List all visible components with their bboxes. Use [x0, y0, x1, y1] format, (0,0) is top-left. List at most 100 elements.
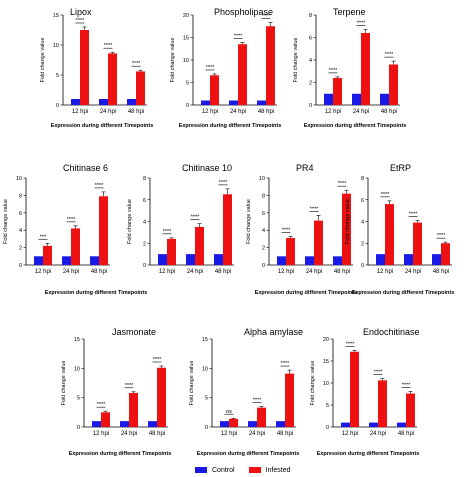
chart-panel-7: Jasmonate Fold change value 0 5 10 15 **** 12 h…: [61, 327, 171, 457]
chart-title: PR4: [296, 163, 314, 173]
y-tick-label: 2: [19, 246, 22, 252]
y-tick-label: 2: [262, 246, 265, 252]
chart-panel-3: Chitinase 6 Fold change value 0 2 4 6 8 10 *** 12…: [3, 163, 147, 296]
x-tick-label: 12 hpi: [202, 109, 218, 115]
bar-control: [220, 421, 229, 427]
y-tick-label: 0: [326, 425, 329, 431]
bar-control: [305, 256, 314, 265]
significance-label: ****: [282, 227, 291, 233]
y-tick-label: 0: [143, 263, 146, 269]
bar-control: [71, 99, 80, 105]
bar-infested: [238, 44, 247, 105]
y-tick-label: 4: [19, 228, 22, 234]
bar-infested: [389, 64, 398, 105]
bar-control: [229, 100, 238, 105]
chart-panel-2: Terpene Fold change value 0 2 4 6 8 **** 12 hpi *…: [293, 7, 406, 129]
chart-panel-8: Alpha amylase Fold change value 0 5 10 15 ns 12…: [189, 327, 303, 457]
bar-infested: [80, 30, 89, 105]
bar-control: [34, 256, 43, 265]
bar-control: [324, 93, 333, 105]
bar-infested: [286, 238, 295, 265]
x-tick-label: 48 hpi: [258, 109, 274, 115]
chart-panel-9: Endochitinase Fold change value 0 5 10 15 20 **…: [310, 327, 420, 457]
bar-control: [397, 422, 406, 427]
significance-label: ****: [76, 18, 85, 24]
y-tick-label: 2: [309, 81, 312, 87]
y-axis-label: Fold change value: [189, 361, 195, 406]
x-tick-label: 48 hpi: [334, 269, 350, 275]
bar-infested: [314, 220, 323, 265]
bar-infested: [285, 373, 294, 427]
x-axis-label: Expression during different Timepoints: [69, 451, 172, 457]
y-tick-label: 15: [74, 337, 80, 343]
y-axis-label: Fold change value: [170, 38, 176, 83]
significance-label: ****: [281, 361, 290, 367]
x-tick-label: 12 hpi: [72, 109, 88, 115]
significance-label: ns: [226, 409, 232, 415]
bar-control: [376, 254, 385, 265]
significance-label: ****: [374, 370, 383, 376]
legend-swatch-control: [195, 467, 207, 473]
bar-infested: [43, 245, 52, 265]
y-tick-label: 4: [143, 220, 146, 226]
bar-infested: [99, 196, 108, 265]
significance-label: ****: [385, 52, 394, 58]
bar-infested: [108, 53, 117, 105]
bar-control: [148, 421, 157, 427]
chart-title: Jasmonate: [112, 327, 156, 337]
bar-control: [186, 254, 195, 265]
y-tick-label: 8: [262, 193, 265, 199]
bar-infested: [385, 204, 394, 265]
bar-control: [333, 256, 342, 265]
significance-label: ****: [402, 382, 411, 388]
bar-control: [120, 421, 129, 427]
y-tick-label: 10: [183, 58, 189, 64]
bar-infested: [406, 393, 415, 427]
x-tick-label: 24 hpi: [230, 109, 246, 115]
y-axis-label: Fold change value: [3, 199, 9, 244]
x-tick-label: 24 hpi: [121, 431, 137, 437]
chart-panel-5: PR4 Fold change value 0 2 4 6 8 10 **** 12 hpi ***…: [246, 163, 357, 296]
bar-infested: [167, 238, 176, 265]
y-axis-label: Fold change value: [127, 199, 133, 244]
significance-label: ****: [97, 402, 106, 408]
y-tick-label: 20: [183, 13, 189, 19]
x-tick-label: 24 hpi: [249, 431, 265, 437]
significance-label: ****: [163, 229, 172, 235]
x-tick-label: 24 hpi: [353, 109, 369, 115]
significance-label: ****: [206, 65, 215, 71]
bar-control: [404, 254, 413, 265]
y-tick-label: 0: [262, 263, 265, 269]
bar-infested: [136, 71, 145, 105]
x-axis-label: Expression during different Timepoints: [255, 290, 358, 296]
y-tick-label: 8: [361, 176, 364, 182]
significance-label: ****: [262, 14, 271, 20]
y-tick-label: 2: [143, 241, 146, 247]
significance-label: ****: [338, 181, 347, 187]
y-tick-label: 10: [53, 43, 59, 49]
y-tick-label: 0: [309, 103, 312, 109]
significance-label: ****: [381, 192, 390, 198]
bar-control: [127, 99, 136, 105]
y-axis-label: Fold change value: [61, 361, 67, 406]
x-axis-label: Expression during different Timepoints: [352, 290, 455, 296]
bar-infested: [350, 351, 359, 427]
significance-label: ****: [234, 33, 243, 39]
y-tick-label: 15: [323, 359, 329, 365]
y-tick-label: 6: [19, 211, 22, 217]
y-tick-label: 15: [183, 36, 189, 42]
significance-label: ****: [346, 341, 355, 347]
chart-panel-1: Phospholipase Fold change value 0 5 10 15 20 **…: [170, 7, 281, 129]
legend-label-control: Control: [212, 466, 235, 474]
y-tick-label: 8: [19, 193, 22, 199]
y-tick-label: 6: [361, 198, 364, 204]
bar-control: [90, 256, 99, 265]
x-axis-label: Expression during different Timepoints: [304, 123, 407, 129]
y-tick-label: 10: [16, 176, 22, 182]
bar-control: [92, 421, 101, 427]
significance-label: ***: [40, 234, 47, 240]
bar-infested: [257, 407, 266, 427]
bar-control: [277, 256, 286, 265]
chart-panel-0: Lipox Fold change value 0 5 10 15 **** 12 hpi **…: [40, 7, 153, 129]
